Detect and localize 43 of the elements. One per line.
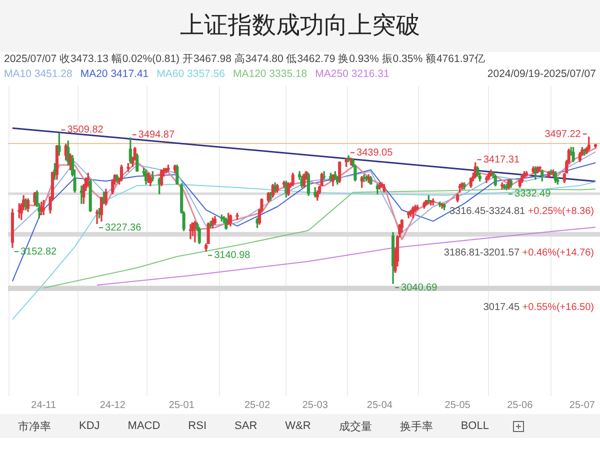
x-tick-label: 25-04 bbox=[366, 400, 393, 411]
annotation: 3494.87 bbox=[138, 130, 175, 141]
annotation: 3497.22 bbox=[544, 128, 582, 140]
annotation: 3227.36 bbox=[105, 222, 142, 234]
x-tick-label: 25-05 bbox=[444, 400, 471, 411]
annotation: 3332.49 bbox=[514, 188, 552, 200]
x-tick-label: 25-02 bbox=[244, 400, 270, 411]
annotation: 3140.98 bbox=[214, 250, 251, 262]
band-label: 3017.45 +0.55%(+16.50) bbox=[483, 302, 594, 313]
text: 3451.28 bbox=[34, 68, 72, 80]
text: 市净率 bbox=[17, 420, 52, 434]
x-tick-label: 25-01 bbox=[168, 400, 195, 411]
annotation: 3509.82 bbox=[67, 124, 104, 136]
x-tick-label: 25-07 bbox=[569, 400, 596, 411]
text: 3335.18 bbox=[269, 68, 308, 80]
annotation: 3417.31 bbox=[483, 154, 520, 166]
text: RSI bbox=[187, 420, 208, 432]
x-tick-label: 24-11 bbox=[31, 400, 56, 411]
annotation: 3040.69 bbox=[401, 282, 438, 294]
text: MACD bbox=[126, 420, 162, 432]
x-tick-label: 25-03 bbox=[302, 400, 328, 411]
text: 换手率 bbox=[398, 420, 434, 434]
text: MA10 bbox=[4, 68, 32, 80]
text: MA20 bbox=[80, 68, 109, 80]
text: W&R bbox=[284, 420, 312, 432]
x-tick-label: 25-06 bbox=[507, 400, 534, 411]
text: MA250 bbox=[315, 68, 350, 80]
text: KDJ bbox=[78, 420, 101, 432]
text: BOLL bbox=[460, 420, 490, 432]
text: 2025/07/07 收3473.13 幅0.02%(0.81) 开3467.98 高3474.80 低3462.79 换0.93% 振0.35% 额4761.97亿 bbox=[3, 52, 486, 67]
text: MA60 bbox=[156, 68, 186, 80]
text: 成交量 bbox=[338, 420, 373, 434]
text: 3216.31 bbox=[351, 68, 390, 80]
text: 3357.56 bbox=[187, 68, 225, 80]
text: 2024/09/19-2025/07/07 bbox=[487, 67, 597, 82]
band-label: 3186.81-3201.57 +0.46%(+14.76) bbox=[444, 247, 594, 258]
band-label: 3316.45-3324.81 +0.25%(+8.36) bbox=[449, 206, 594, 217]
text: 3417.41 bbox=[110, 68, 149, 80]
text: SAR bbox=[234, 420, 258, 432]
chart-title: 上证指数成功向上突破 bbox=[0, 0, 600, 52]
x-tick-label: 24-12 bbox=[100, 400, 126, 411]
text: MA120 bbox=[232, 68, 268, 80]
annotation: 3439.05 bbox=[356, 147, 394, 158]
